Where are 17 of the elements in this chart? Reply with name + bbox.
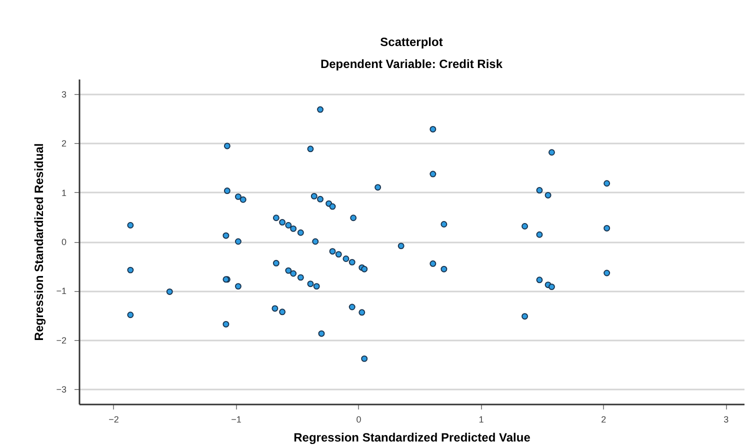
y-tick-label: −2 <box>56 335 66 346</box>
y-tick-label: −3 <box>56 384 66 395</box>
y-tick-label: 2 <box>61 138 66 149</box>
y-tick-label: 3 <box>61 89 66 100</box>
y-tick-label: 1 <box>61 188 66 198</box>
y-axis-title: Regression Standardized Residual <box>32 143 46 341</box>
chart-title: Scatterplot <box>380 35 443 49</box>
x-tick-label: 3 <box>724 414 729 424</box>
y-tick-label: −1 <box>56 286 66 296</box>
x-tick-label: 2 <box>601 414 606 424</box>
y-tick-label: 0 <box>61 237 66 247</box>
x-tick-label: −2 <box>108 414 119 424</box>
x-axis-title: Regression Standardized Predicted Value <box>294 430 531 444</box>
x-tick-label: 0 <box>356 414 362 424</box>
chart-subtitle: Dependent Variable: Credit Risk <box>320 57 503 71</box>
x-tick-label: −1 <box>231 414 242 424</box>
x-tick-label: 1 <box>478 414 484 424</box>
